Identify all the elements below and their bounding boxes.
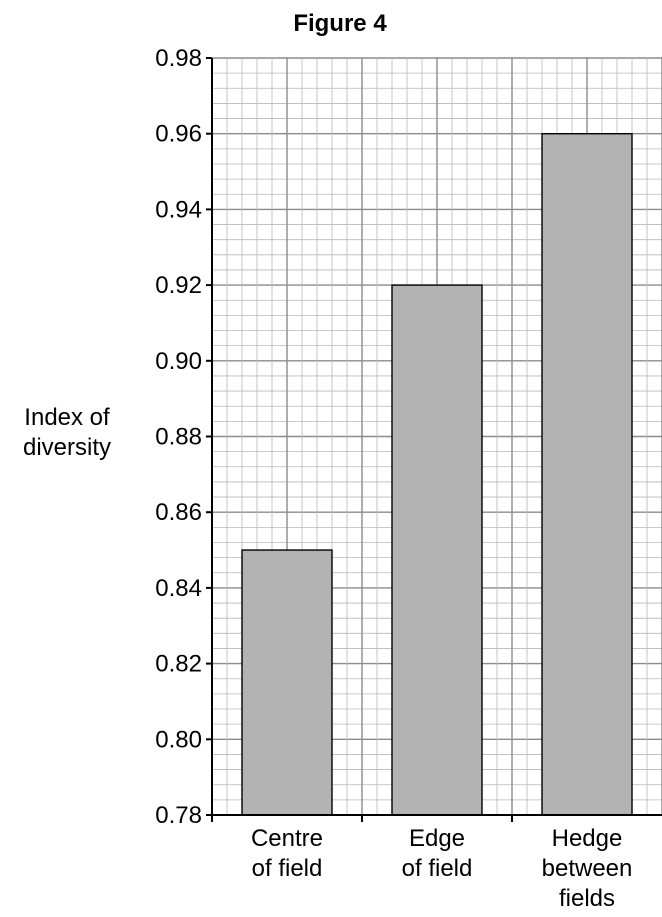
y-tick-label: 0.84 <box>155 575 202 602</box>
x-category-label: Centre of field <box>251 825 323 882</box>
y-tick-label: 0.80 <box>155 726 202 753</box>
y-tick-label: 0.98 <box>155 45 202 72</box>
y-tick-label: 0.88 <box>155 424 202 451</box>
y-tick-label: 0.94 <box>155 196 202 223</box>
y-tick-label: 0.86 <box>155 499 202 526</box>
x-category-label: Edge of field <box>402 825 473 882</box>
x-category-labels: Centre of field Edge of field Hedge between fi… <box>251 825 632 912</box>
bar-1 <box>241 549 333 816</box>
bar-3 <box>541 132 633 816</box>
y-axis-label-text: Index of diversity <box>23 404 111 461</box>
y-tick-label: 0.92 <box>155 272 202 299</box>
axes <box>206 57 662 822</box>
y-axis-label: Index of diversity <box>23 404 111 461</box>
y-tick-label: 0.90 <box>155 348 202 375</box>
bars <box>241 132 633 816</box>
y-tick-labels: 0.78 0.80 0.82 0.84 0.86 0.88 0.90 0.92 0.94 0.96… <box>155 45 202 829</box>
bar-2 <box>391 284 483 816</box>
y-tick-label: 0.82 <box>155 651 202 678</box>
y-tick-label: 0.78 <box>155 802 202 829</box>
chart-title: Figure 4 <box>293 10 387 37</box>
x-category-label: Hedge between fields <box>542 825 633 912</box>
y-tick-label: 0.96 <box>155 121 202 148</box>
